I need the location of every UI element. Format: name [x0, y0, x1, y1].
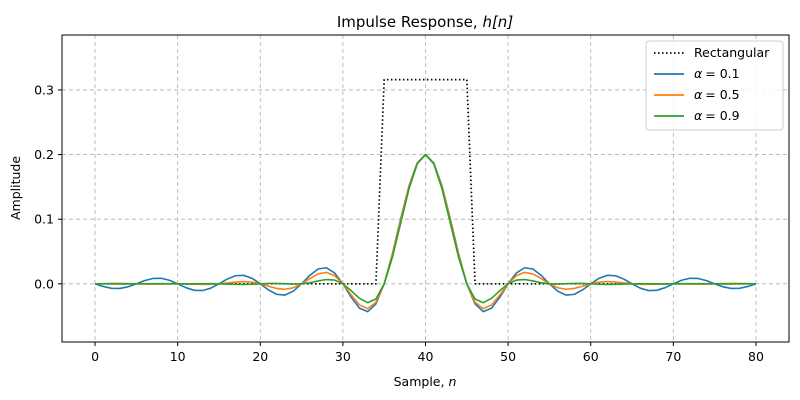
legend-label-rectangular: Rectangular: [694, 45, 770, 60]
x-tick-label: 70: [665, 349, 681, 364]
x-tick-label: 0: [91, 349, 99, 364]
y-tick-label: 0.0: [34, 276, 54, 291]
legend-label-alpha-0.1: α = 0.1: [694, 66, 740, 81]
y-tick-label: 0.3: [34, 82, 54, 97]
x-tick-label: 20: [252, 349, 268, 364]
legend: Rectangular α = 0.1 α = 0.5 α = 0.9: [646, 41, 783, 130]
legend-label-alpha-0.9: α = 0.9: [694, 108, 740, 123]
y-tick-label: 0.1: [34, 212, 54, 227]
x-tick-label: 10: [170, 349, 186, 364]
y-tick-label: 0.2: [34, 147, 54, 162]
chart-title: Impulse Response, h[n]: [337, 13, 513, 31]
x-axis-label: Sample, n: [394, 374, 457, 389]
x-tick-label: 40: [418, 349, 434, 364]
x-tick-label: 80: [748, 349, 764, 364]
x-tick-label: 30: [335, 349, 351, 364]
chart: Impulse Response, h[n] 0 10 20 30 40 50 60 70 80…: [0, 0, 800, 400]
legend-label-alpha-0.5: α = 0.5: [694, 87, 740, 102]
x-tick-label: 60: [583, 349, 599, 364]
x-tick-label: 50: [500, 349, 516, 364]
y-axis-label: Amplitude: [8, 156, 23, 220]
